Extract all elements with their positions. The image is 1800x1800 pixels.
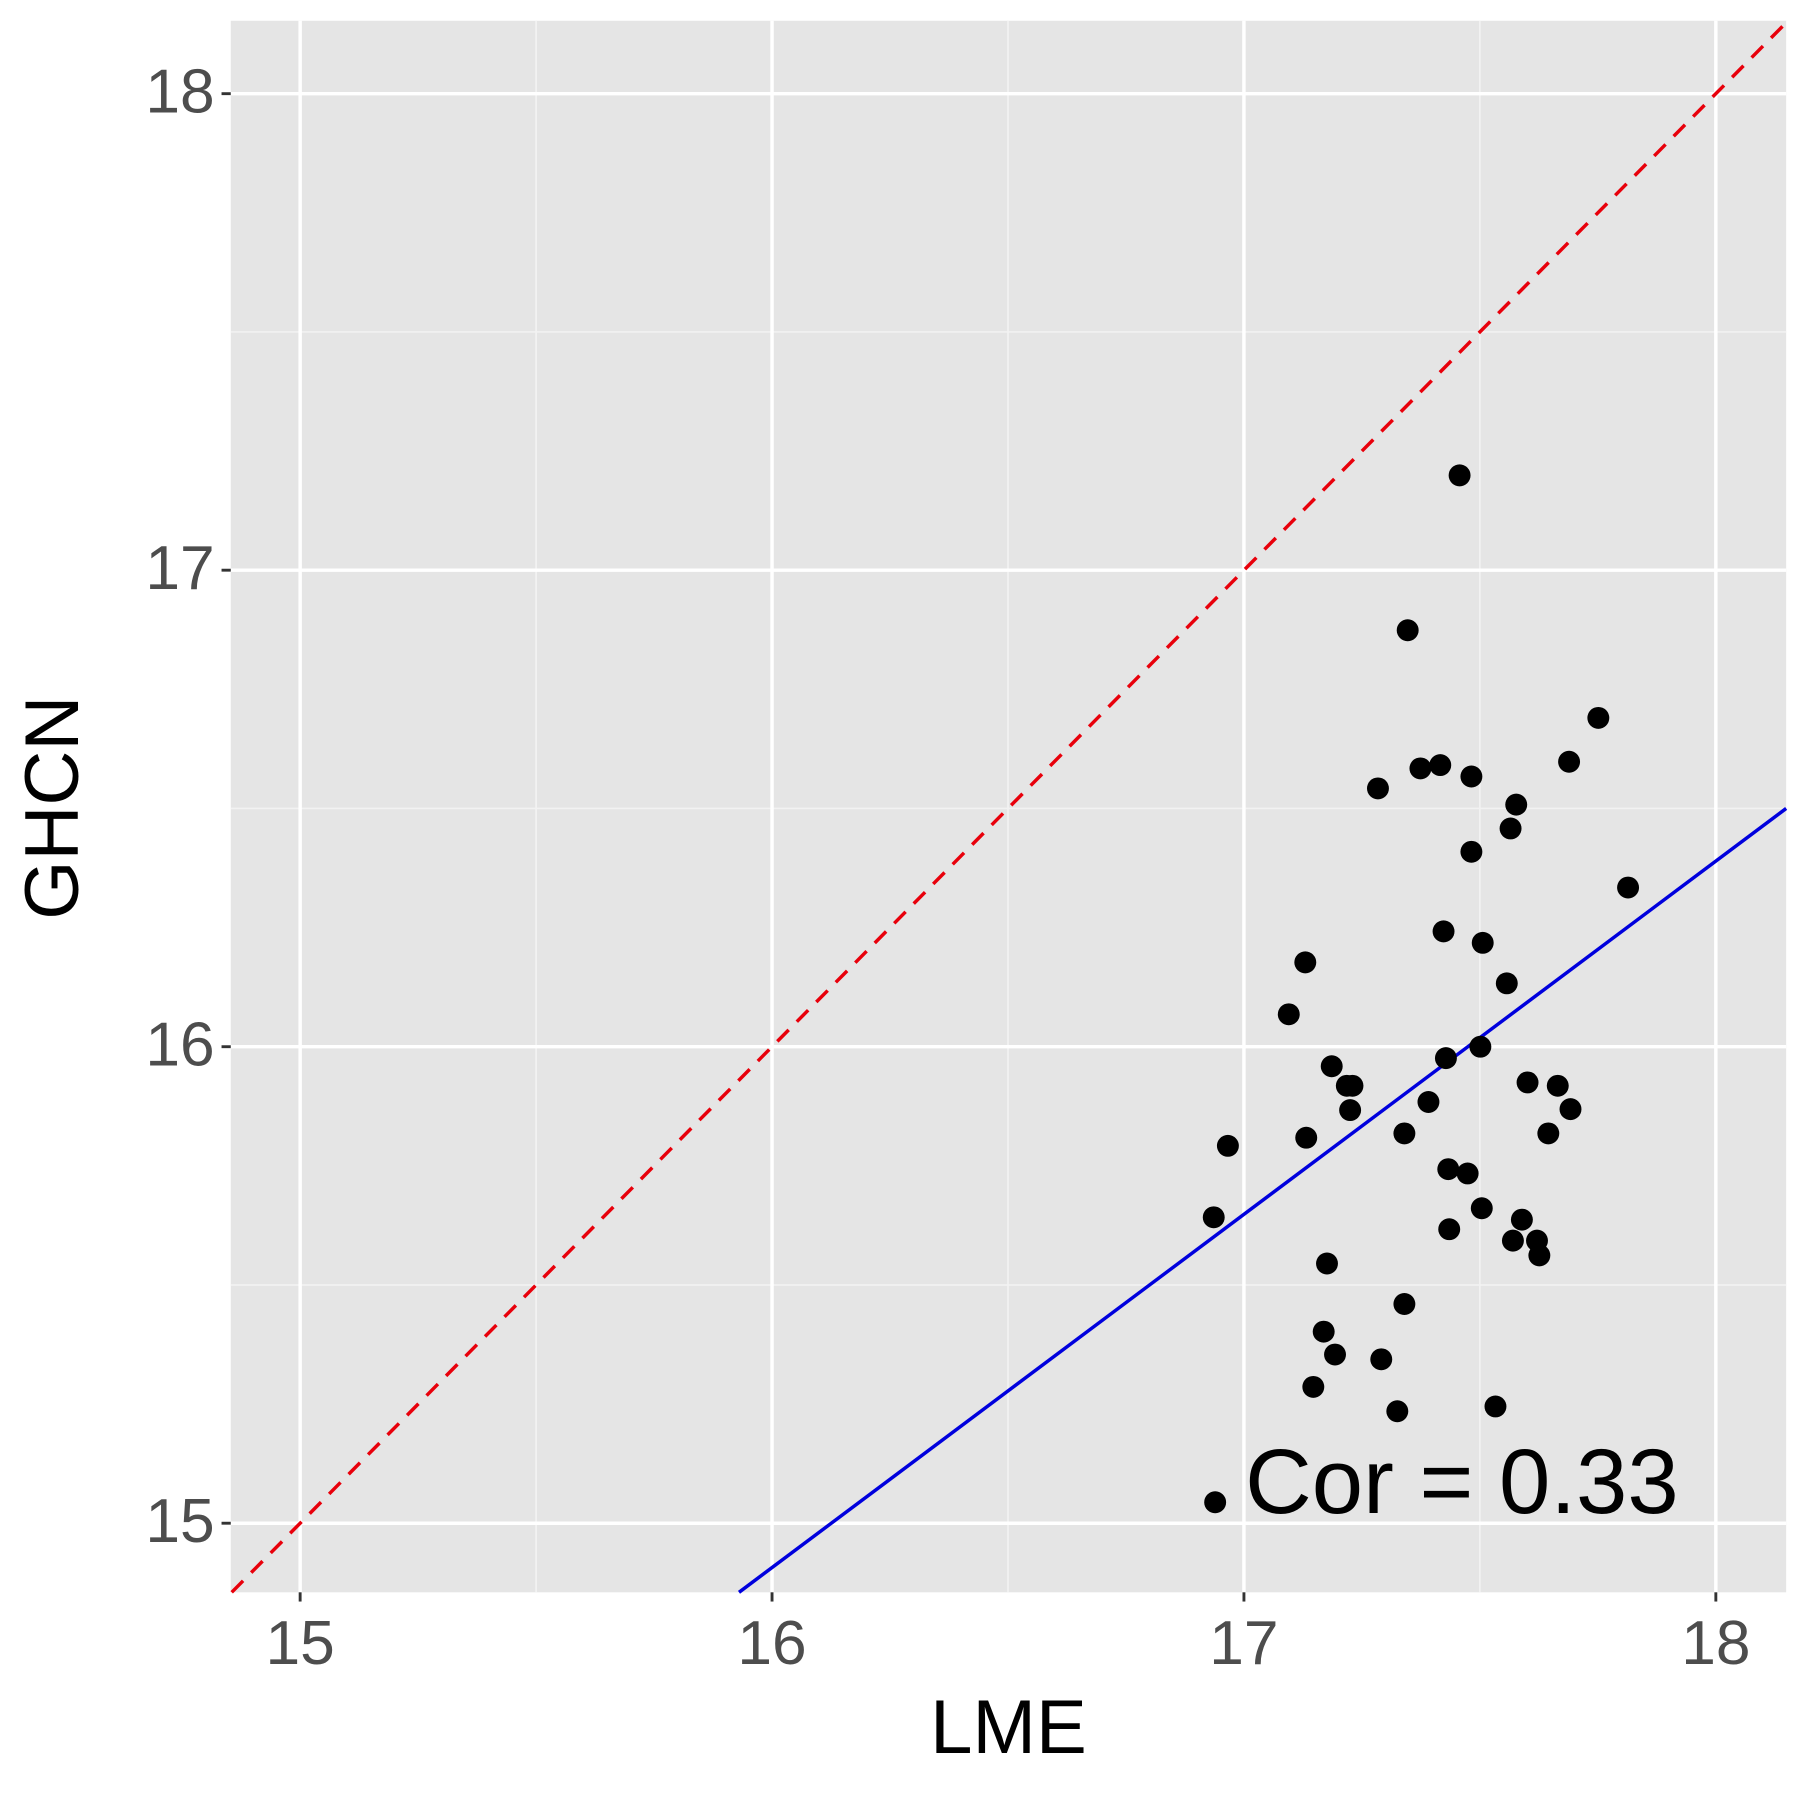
reference-line	[230, 21, 1788, 1594]
point	[1417, 1091, 1440, 1113]
point	[1216, 1134, 1239, 1157]
point	[1409, 757, 1432, 780]
point	[1460, 765, 1483, 788]
point	[1396, 619, 1419, 642]
fit-line	[737, 807, 1788, 1594]
point	[1501, 1229, 1524, 1252]
point	[1320, 1055, 1343, 1078]
point	[1302, 1375, 1325, 1398]
point	[1316, 1252, 1338, 1275]
point	[1617, 876, 1640, 899]
y-axis-title: GHCN	[10, 696, 95, 920]
point	[1277, 1003, 1300, 1026]
point	[1295, 1126, 1318, 1149]
point	[1366, 777, 1389, 800]
y-tick-label: 16	[145, 1010, 214, 1079]
point	[1471, 931, 1494, 954]
point	[1370, 1348, 1393, 1371]
point	[1339, 1099, 1362, 1122]
point	[1537, 1122, 1560, 1145]
point	[1294, 951, 1317, 974]
point	[1456, 1162, 1479, 1185]
point	[1341, 1074, 1364, 1097]
y-tick-label: 18	[145, 57, 214, 126]
point	[1528, 1244, 1551, 1267]
x-tick-label: 15	[265, 1609, 334, 1678]
point	[1393, 1293, 1416, 1315]
point	[1505, 793, 1528, 816]
x-tick-label: 17	[1209, 1609, 1278, 1678]
annotation: Cor = 0.33	[1245, 1429, 1679, 1533]
point	[1434, 1047, 1457, 1070]
point	[1448, 464, 1471, 487]
point	[1386, 1400, 1409, 1423]
point	[1324, 1343, 1346, 1366]
x-tick-label: 16	[737, 1609, 806, 1678]
y-tick-label: 17	[145, 534, 214, 603]
x-axis-title: LME	[930, 1685, 1087, 1770]
point	[1437, 1158, 1460, 1181]
point	[1429, 754, 1452, 777]
point	[1495, 972, 1518, 995]
point	[1546, 1074, 1569, 1097]
point	[1499, 817, 1522, 840]
point	[1484, 1395, 1507, 1418]
point	[1469, 1035, 1492, 1058]
x-tick-label: 18	[1681, 1609, 1750, 1678]
point	[1510, 1208, 1533, 1231]
point	[1587, 706, 1610, 729]
point	[1432, 920, 1455, 943]
point	[1393, 1122, 1416, 1145]
point	[1559, 1098, 1582, 1121]
point	[1558, 750, 1581, 773]
point	[1202, 1206, 1225, 1229]
point	[1438, 1218, 1461, 1241]
y-tick-label: 15	[145, 1487, 214, 1556]
point	[1460, 840, 1483, 863]
point	[1204, 1491, 1227, 1514]
point	[1470, 1197, 1493, 1220]
point	[1516, 1071, 1539, 1094]
point	[1312, 1320, 1335, 1343]
